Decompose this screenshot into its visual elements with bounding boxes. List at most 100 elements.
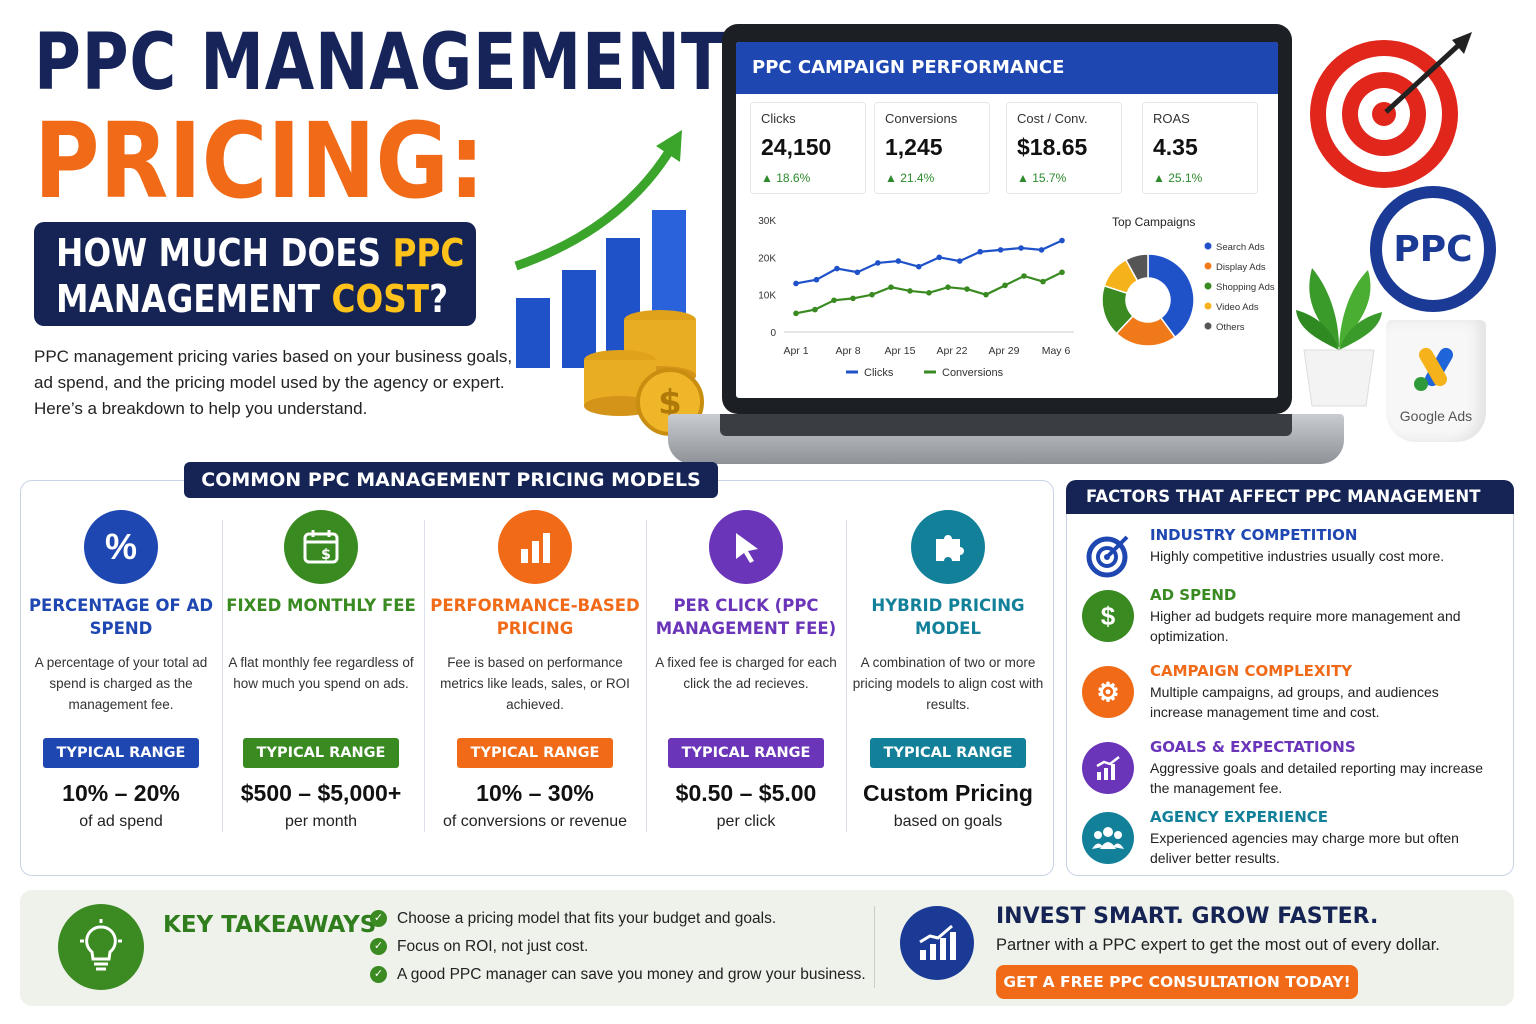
percent-icon: % [84,510,158,584]
conversions-point [850,295,856,302]
kpi-label: ROAS [1153,111,1190,126]
page-title-line-1: PPC MANAGEMENT [34,18,726,108]
conversions-point [907,288,913,294]
dart-icon [1384,40,1464,114]
range-unit: per click [716,813,776,830]
takeaways-title: KEY TAKEAWAYS [163,912,377,938]
donut-slice [1124,253,1149,282]
growth-chart-icon [1082,742,1134,794]
model-description: A flat monthly fee regardless of how muc… [228,655,414,691]
growth-arrow-icon [514,147,674,271]
cursor-icon [709,510,783,584]
factor-title: INDUSTRY COMPETITION [1150,526,1358,544]
plant-icon [1296,268,1382,407]
conversions-point [888,284,894,290]
donut-title: Top Campaigns [1112,215,1195,229]
conversions-point [926,290,932,296]
factor-title: GOALS & EXPECTATIONS [1150,738,1356,756]
kpi-card-conversions: Conversions 1,245 ▲ 21.4% [874,102,990,194]
cta-subtitle: Partner with a PPC expert to get the mos… [996,936,1440,954]
model-divider [424,520,425,832]
takeaway-item: ✓ Choose a pricing model that fits your b… [370,910,776,928]
takeaway-text: Focus on ROI, not just cost. [397,938,589,955]
subtitle-line-1: HOW MUCH DOES PPC [56,230,464,276]
factor-industry-competition: INDUSTRY COMPETITION Highly competitive … [1082,526,1502,596]
donut-legend-label: Search Ads [1216,242,1265,253]
donut-legend-label: Display Ads [1216,262,1266,273]
x-tick-label: Apr 1 [783,345,808,357]
clicks-point [977,248,983,255]
kpi-value: 1,245 [885,134,943,160]
arrow-up-icon: ▲ [1017,171,1033,185]
kpi-card-cost-per-conv: Cost / Conv. $18.65 ▲ 15.7% [1006,102,1122,194]
puzzle-icon [911,510,985,584]
clicks-point [997,247,1004,253]
factors-title: FACTORS THAT AFFECT PPC MANAGEMENT COST [1066,480,1514,540]
clicks-point [834,265,840,272]
y-tick-label: 30K [758,216,776,227]
cta-title: INVEST SMART. GROW FASTER. [996,904,1379,929]
model-divider [846,520,847,832]
clicks-point [813,276,820,283]
range-value: $500 – $5,000+ [240,780,402,806]
free-consultation-button[interactable]: GET A FREE PPC CONSULTATION TODAY! [996,965,1358,999]
clicks-point [875,260,881,266]
takeaway-text: A good PPC manager can save you money an… [397,966,866,983]
kpi-delta: ▲ 15.7% [1017,171,1111,185]
clicks-point [915,263,922,270]
pricing-model-hybrid: HYBRID PRICING MODEL A combination of tw… [848,510,1048,831]
growth-bar-1 [516,298,550,368]
donut-legend-swatch [1204,282,1212,290]
y-tick-label: 10K [758,291,776,302]
subtitle-end: ? [429,277,449,321]
model-description: Fee is based on performance metrics like… [440,655,630,712]
gear-icon: ⚙ [1082,666,1134,718]
x-tick-label: May 6 [1042,345,1071,357]
kpi-delta-value: 18.6% [776,171,811,185]
model-title: PER CLICK (PPC MANAGEMENT FEE) [655,596,837,638]
kpi-delta-value: 25.1% [1168,171,1203,185]
conversions-point [1040,278,1046,285]
target-illustration [1310,32,1472,188]
donut-legend-swatch [1204,242,1212,250]
conversions-point [812,306,818,313]
factor-title: AD SPEND [1150,586,1237,604]
growth-bar-2 [562,270,596,368]
range-unit: of conversions or revenue [442,813,628,830]
model-title: PERCENTAGE OF AD SPEND [28,596,214,638]
conversions-point [945,284,951,290]
donut-slice [1147,253,1195,339]
factor-description: Aggressive goals and detailed reporting … [1150,760,1484,796]
kpi-label: Conversions [885,111,958,126]
model-title: FIXED MONTHLY FEE [226,596,416,615]
range-value: Custom Pricing [863,780,1033,806]
legend-clicks-label: Clicks [864,367,894,379]
kpi-label: Cost / Conv. [1017,111,1088,126]
model-description: A fixed fee is charged for each click th… [655,655,837,691]
conversions-point [831,297,837,304]
pricing-model-percentage: % PERCENTAGE OF AD SPEND A percentage of… [21,510,221,831]
takeaway-text: Choose a pricing model that fits your bu… [397,910,777,927]
kpi-delta-value: 21.4% [900,171,935,185]
subtitle-highlight-1: PPC [392,231,465,275]
model-title: HYBRID PRICING MODEL [871,596,1025,638]
x-tick-label: Apr 29 [989,345,1020,357]
y-tick-label: 20K [758,253,776,264]
factor-campaign-complexity: ⚙ CAMPAIGN COMPLEXITY Multiple campaigns… [1082,662,1502,732]
growth-chart-icon [900,906,974,980]
clicks-point [936,254,943,261]
typical-range-badge: TYPICAL RANGE [870,738,1026,768]
growth-illustration: $ [514,130,704,436]
subtitle-highlight-2: COST [331,277,430,321]
pricing-model-fixed-monthly: $ FIXED MONTHLY FEE A flat monthly fee r… [221,510,421,831]
donut-legend-label: Others [1216,322,1245,333]
factors-panel [1066,480,1514,876]
kpi-value: $18.65 [1017,134,1088,160]
dashboard-screen: PPC CAMPAIGN PERFORMANCE Clicks 24,150 ▲… [736,42,1278,398]
x-tick-label: Apr 22 [937,345,968,357]
check-icon: ✓ [370,938,387,956]
arrow-up-icon: ▲ [885,171,901,185]
bar-chart-icon [498,510,572,584]
dashboard-title: PPC CAMPAIGN PERFORMANCE [736,42,1278,94]
kpi-delta: ▲ 25.1% [1153,171,1247,185]
